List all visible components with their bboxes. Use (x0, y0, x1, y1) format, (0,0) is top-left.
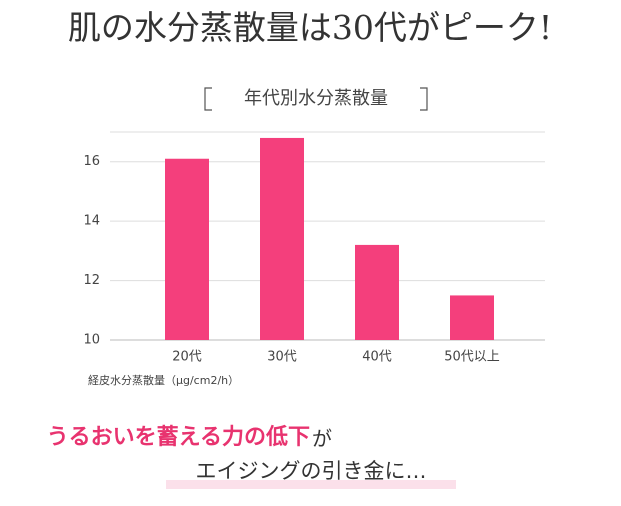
x-tick-label: 20代 (172, 350, 202, 365)
x-tick-label: 40代 (362, 350, 392, 365)
chart-title: 肌の水分蒸散量は30代がピーク! (68, 8, 552, 47)
bar (450, 295, 494, 340)
message-line2: エイジングの引き金に… (196, 459, 427, 483)
x-tick-label: 30代 (267, 350, 297, 365)
y-tick-label: 12 (83, 273, 100, 288)
y-tick-label: 16 (83, 154, 100, 169)
bar (355, 244, 399, 340)
y-tick-label: 14 (83, 214, 100, 229)
subtitle-bracket (204, 87, 428, 111)
chart-subtitle: 年代別水分蒸散量 (244, 88, 388, 109)
axis-label: 経皮水分蒸散量（μg/cm2/h） (88, 373, 239, 387)
message-highlight: うるおいを蓄える力の低下 (47, 425, 310, 450)
bar (260, 137, 304, 340)
y-tick-label: 10 (83, 333, 100, 348)
message-tail: が (312, 427, 332, 451)
bar (165, 158, 209, 340)
x-tick-label: 50代以上 (444, 350, 500, 365)
highlight-underline (166, 480, 456, 489)
